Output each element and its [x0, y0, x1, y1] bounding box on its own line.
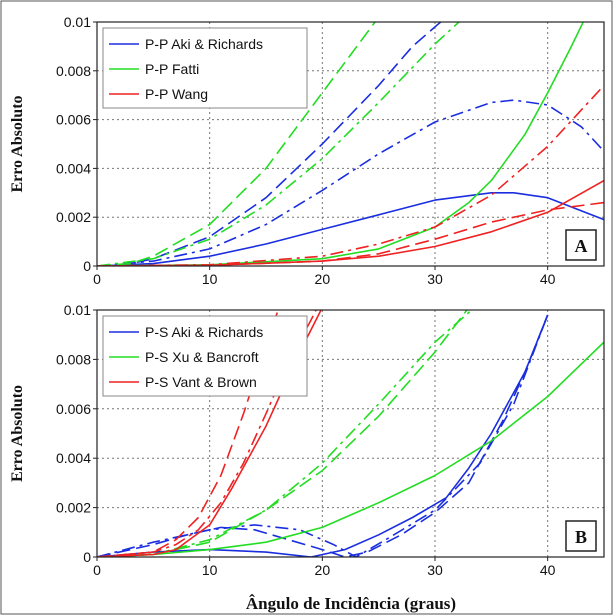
- series-line-dash: [97, 22, 377, 266]
- y-tick-label: 0.004: [56, 160, 91, 176]
- legend-label: P-S Vant & Brown: [145, 374, 257, 390]
- plot-frame: [96, 309, 605, 558]
- series-group: [97, 22, 604, 266]
- panel-badge: [565, 520, 597, 552]
- y-tick-label: 0.01: [64, 302, 91, 318]
- x-tick-label: 10: [202, 271, 218, 287]
- x-tick-label: 20: [315, 562, 331, 578]
- y-tick-label: 0.004: [56, 450, 91, 466]
- x-tick-label: 0: [93, 271, 101, 287]
- panel-a: 0 10 20 30 40 0 0.002 0.004 0.006 0.008 0.01 Erro A…: [9, 14, 605, 287]
- y-tick-label: 0.006: [56, 112, 91, 128]
- y-tick-label: 0.002: [56, 209, 91, 225]
- y-tick-label: 0.01: [64, 14, 91, 30]
- x-axis-label: Ângulo de Incidência (graus): [246, 594, 456, 613]
- series-group: [97, 310, 604, 557]
- y-axis-label: Erro Absoluto: [9, 385, 26, 482]
- series-line-dash: [97, 201, 604, 266]
- series-line-solid: [97, 22, 585, 266]
- x-tick-label: 20: [315, 271, 331, 287]
- y-tick-label: 0.002: [56, 500, 91, 516]
- panel-badge-label: A: [575, 236, 588, 256]
- legend-label: P-S Aki & Richards: [145, 324, 263, 340]
- series-line-dashdot: [97, 99, 604, 266]
- panel-b: 0 10 20 30 40 0 0.002 0.004 0.006 0.008 0.01 Erro A…: [9, 302, 605, 578]
- x-tick-label: 30: [427, 271, 443, 287]
- legend-label: P-P Fatti: [145, 61, 199, 77]
- series-line-dash: [97, 22, 442, 266]
- y-tick-label: 0.006: [56, 401, 91, 417]
- x-tick-label: 30: [427, 562, 443, 578]
- series-line-solid: [97, 341, 604, 557]
- series-line-solid: [97, 192, 604, 266]
- panel-badge-label: B: [575, 527, 587, 547]
- y-tick-label: 0.008: [56, 351, 91, 367]
- x-tick-label: 40: [540, 562, 556, 578]
- legend-label: P-P Aki & Richards: [145, 36, 263, 52]
- series-line-dashdot: [97, 84, 604, 266]
- legend-label: P-S Xu & Bancroft: [145, 349, 259, 365]
- legend-label: P-P Wang: [145, 86, 208, 102]
- panel-badge: [565, 229, 597, 261]
- x-tick-label: 10: [202, 562, 218, 578]
- series-line-solid: [97, 310, 322, 557]
- x-tick-label: 40: [540, 271, 556, 287]
- y-tick-label: 0: [83, 258, 91, 274]
- y-axis-label: Erro Absoluto: [9, 95, 26, 192]
- y-tick-label: 0: [83, 549, 91, 565]
- plot-frame: [96, 21, 605, 267]
- x-tick-label: 0: [93, 562, 101, 578]
- y-tick-label: 0.008: [56, 63, 91, 79]
